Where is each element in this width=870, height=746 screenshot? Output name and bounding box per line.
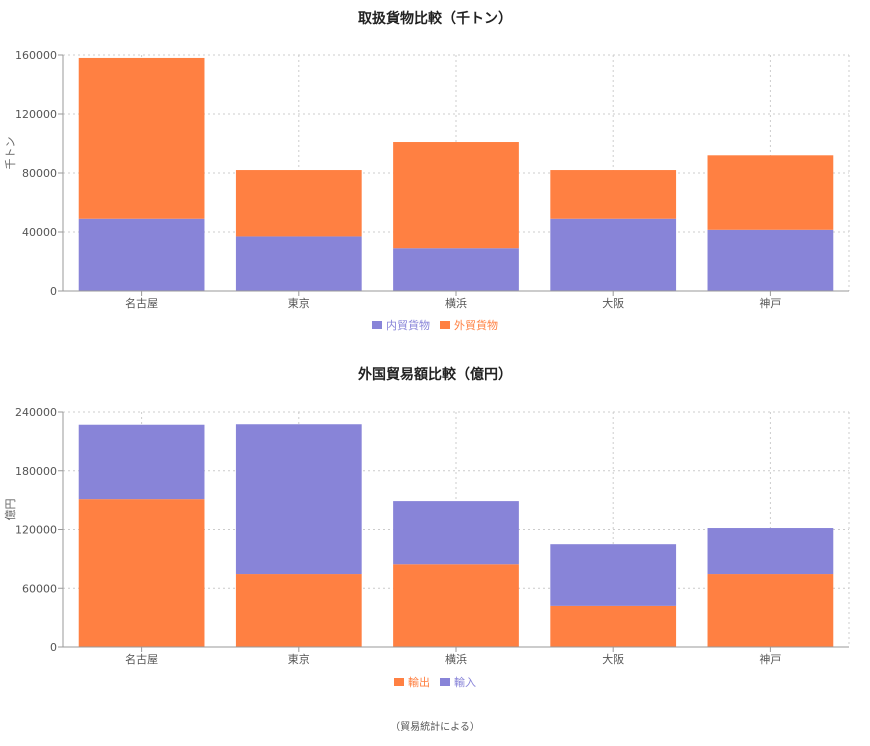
y-tick-label: 0 <box>50 285 57 298</box>
bar-segment[interactable] <box>707 528 834 575</box>
bar-segment[interactable] <box>550 170 677 219</box>
x-tick-label: 名古屋 <box>125 296 158 310</box>
bar-segment[interactable] <box>78 424 205 500</box>
bar-segment[interactable] <box>235 574 362 647</box>
y-tick-label: 160000 <box>15 49 57 62</box>
legend-item-domestic-cargo[interactable]: 内貿貨物 <box>372 317 430 333</box>
y-tick-label: 80000 <box>22 167 57 180</box>
trade-value-stacked-bar-chart: 0 60000 120000 180000 240000 名古屋 東京 横浜 大阪 神戸 億円 <box>4 406 850 666</box>
y-axis-title: 千トン <box>4 137 17 170</box>
bar-segment[interactable] <box>550 218 677 291</box>
bar-segment[interactable] <box>707 155 834 230</box>
legend-item-exports[interactable]: 輸出 <box>394 674 430 690</box>
bar-segment[interactable] <box>550 544 677 606</box>
bar-segment[interactable] <box>707 574 834 647</box>
chart-2-legend: 輸出 輸入 <box>0 674 870 690</box>
legend-label: 外貿貨物 <box>454 319 498 332</box>
bar-segment[interactable] <box>393 501 519 565</box>
y-tick-label: 180000 <box>15 465 57 478</box>
y-tick-label: 60000 <box>22 582 57 595</box>
bar-segment[interactable] <box>393 248 519 291</box>
bar-segment[interactable] <box>707 229 834 291</box>
x-tick-label: 大阪 <box>602 296 624 310</box>
bar-segment[interactable] <box>78 57 205 219</box>
x-tick-label: 横浜 <box>445 296 467 310</box>
legend-item-foreign-cargo[interactable]: 外貿貨物 <box>440 317 498 333</box>
legend-label: 輸出 <box>408 676 430 689</box>
x-tick-label: 東京 <box>288 296 310 310</box>
legend-swatch-icon <box>372 321 382 329</box>
y-tick-label: 0 <box>50 641 57 654</box>
x-tick-label: 横浜 <box>445 652 467 666</box>
legend-item-imports[interactable]: 輸入 <box>440 674 476 690</box>
x-tick-label: 名古屋 <box>125 652 158 666</box>
x-tick-label: 神戸 <box>759 652 781 666</box>
y-tick-label: 240000 <box>15 406 57 419</box>
bar-segment[interactable] <box>235 424 362 575</box>
legend-label: 輸入 <box>454 676 476 689</box>
bar-segment[interactable] <box>550 605 677 647</box>
y-tick-label: 120000 <box>15 108 57 121</box>
chart-1-title: 取扱貨物比較（千トン） <box>358 11 512 27</box>
y-axis-title: 億円 <box>4 499 17 521</box>
bar-segment[interactable] <box>393 142 519 249</box>
source-footnote: （貿易統計による） <box>390 722 480 733</box>
cargo-stacked-bar-chart: 0 40000 80000 120000 160000 名古屋 東京 横浜 大阪 神戸 千トン <box>4 49 850 310</box>
x-tick-label: 神戸 <box>759 296 781 310</box>
legend-swatch-icon <box>440 321 450 329</box>
legend-swatch-icon <box>440 678 450 686</box>
bar-segment[interactable] <box>78 499 205 647</box>
bar-segment[interactable] <box>78 218 205 291</box>
y-tick-label: 40000 <box>22 226 57 239</box>
chart-1-legend: 内貿貨物 外貿貨物 <box>0 317 870 333</box>
bar-segment[interactable] <box>393 564 519 647</box>
x-tick-label: 東京 <box>288 652 310 666</box>
bar-segment[interactable] <box>235 236 362 291</box>
x-tick-label: 大阪 <box>602 652 624 666</box>
bar-segment[interactable] <box>235 170 362 237</box>
legend-swatch-icon <box>394 678 404 686</box>
legend-label: 内貿貨物 <box>386 319 430 332</box>
y-tick-label: 120000 <box>15 524 57 537</box>
chart-2-title: 外国貿易額比較（億円） <box>358 367 512 383</box>
